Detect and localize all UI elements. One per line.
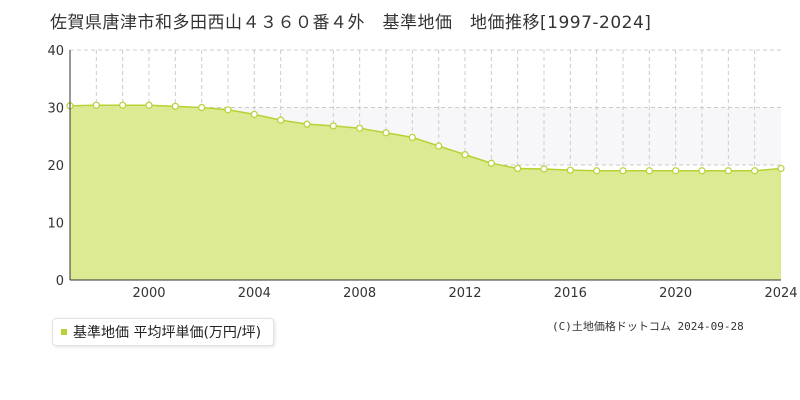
- legend-label: 基準地価 平均坪単価(万円/坪): [73, 325, 262, 341]
- data-point: [672, 167, 680, 175]
- data-point: [645, 167, 653, 175]
- data-point: [619, 167, 627, 175]
- data-point: [408, 133, 416, 141]
- series-area: [70, 105, 781, 280]
- data-point: [303, 120, 311, 128]
- data-point: [751, 167, 759, 175]
- legend-swatch: [61, 329, 67, 335]
- data-point: [145, 101, 153, 109]
- series-line: [69, 104, 782, 172]
- data-point: [198, 103, 206, 112]
- data-point: [277, 116, 285, 124]
- data-point: [593, 167, 601, 175]
- x-tick-label: 2016: [554, 286, 587, 301]
- x-tick-label: 2004: [238, 286, 271, 301]
- x-tick-label: 2008: [343, 286, 376, 301]
- x-tick-label: 2024: [764, 286, 797, 301]
- x-tick-label: 2000: [132, 286, 165, 301]
- data-point: [777, 164, 785, 173]
- y-tick-label: 20: [47, 159, 64, 174]
- data-point: [382, 129, 390, 137]
- data-point: [329, 122, 337, 130]
- data-point: [171, 102, 179, 110]
- chart-title: 佐賀県唐津市和多田西山４３６０番４外 基準地価 地価推移[1997-2024]: [50, 13, 652, 33]
- data-point: [461, 151, 469, 159]
- data-point: [514, 164, 522, 173]
- data-point: [92, 101, 100, 109]
- y-tick-label: 30: [47, 102, 64, 117]
- data-point: [724, 167, 732, 175]
- data-point: [224, 106, 232, 114]
- data-point: [356, 124, 364, 132]
- data-point: [250, 110, 258, 119]
- data-point: [435, 142, 443, 150]
- x-tick-label: 2020: [659, 286, 692, 301]
- y-tick-label: 0: [56, 274, 64, 289]
- data-point: [487, 159, 495, 167]
- x-tick-label: 2012: [448, 286, 481, 301]
- data-point: [119, 101, 127, 109]
- data-point: [540, 165, 548, 173]
- chart-legend: 基準地価 平均坪単価(万円/坪): [52, 318, 275, 346]
- y-tick-label: 40: [47, 44, 64, 59]
- data-point: [698, 167, 706, 175]
- data-point: [566, 166, 574, 174]
- y-tick-label: 10: [47, 217, 64, 232]
- copyright-credit: (C)土地価格ドットコム 2024-09-28: [552, 320, 744, 333]
